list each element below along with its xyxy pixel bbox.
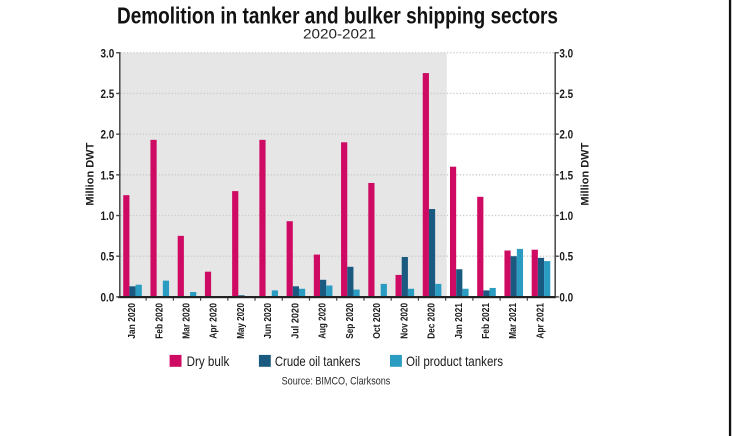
svg-text:Jul 2020: Jul 2020 — [290, 303, 301, 339]
svg-text:Demolition in tanker and bulke: Demolition in tanker and bulker shipping… — [117, 3, 558, 29]
svg-text:3.0: 3.0 — [101, 46, 115, 60]
svg-text:Apr 2020: Apr 2020 — [209, 303, 220, 339]
svg-text:Oct 2020: Oct 2020 — [372, 303, 383, 339]
svg-text:Apr 2021: Apr 2021 — [535, 303, 546, 339]
svg-text:0.5: 0.5 — [559, 250, 573, 264]
svg-text:Dec 2020: Dec 2020 — [427, 303, 438, 339]
svg-text:Source: BIMCO, Clarksons: Source: BIMCO, Clarksons — [282, 376, 391, 388]
svg-text:Oil product tankers: Oil product tankers — [406, 353, 503, 369]
svg-text:0.0: 0.0 — [559, 290, 573, 304]
svg-text:Crude oil tankers: Crude oil tankers — [275, 353, 361, 369]
svg-text:Mar 2021: Mar 2021 — [508, 303, 519, 339]
svg-text:1.0: 1.0 — [559, 209, 573, 223]
svg-text:0.0: 0.0 — [101, 290, 115, 304]
svg-text:2.0: 2.0 — [101, 128, 115, 142]
svg-text:Nov 2020: Nov 2020 — [399, 303, 410, 339]
svg-text:Dry bulk: Dry bulk — [187, 353, 231, 369]
svg-text:Feb 2020: Feb 2020 — [154, 303, 165, 339]
svg-text:Mar 2020: Mar 2020 — [181, 303, 192, 339]
svg-text:1.0: 1.0 — [101, 209, 115, 223]
svg-text:1.5: 1.5 — [101, 168, 115, 182]
svg-text:Million DWT: Million DWT — [580, 142, 592, 205]
svg-text:1.5: 1.5 — [559, 168, 573, 182]
svg-text:Million DWT: Million DWT — [84, 142, 96, 205]
svg-text:Feb 2021: Feb 2021 — [481, 303, 492, 339]
svg-text:2.5: 2.5 — [101, 87, 115, 101]
svg-text:Aug 2020: Aug 2020 — [318, 303, 329, 339]
svg-text:Jun 2020: Jun 2020 — [263, 303, 274, 339]
svg-text:Sep 2020: Sep 2020 — [345, 303, 356, 339]
svg-text:3.0: 3.0 — [559, 46, 573, 60]
svg-text:Jan 2020: Jan 2020 — [127, 303, 138, 339]
svg-text:Jan 2021: Jan 2021 — [454, 303, 465, 339]
svg-text:2020-2021: 2020-2021 — [303, 25, 376, 41]
svg-text:2.5: 2.5 — [559, 87, 573, 101]
svg-text:0.5: 0.5 — [101, 250, 115, 264]
svg-text:2.0: 2.0 — [559, 128, 573, 142]
svg-text:May 2020: May 2020 — [236, 303, 247, 339]
